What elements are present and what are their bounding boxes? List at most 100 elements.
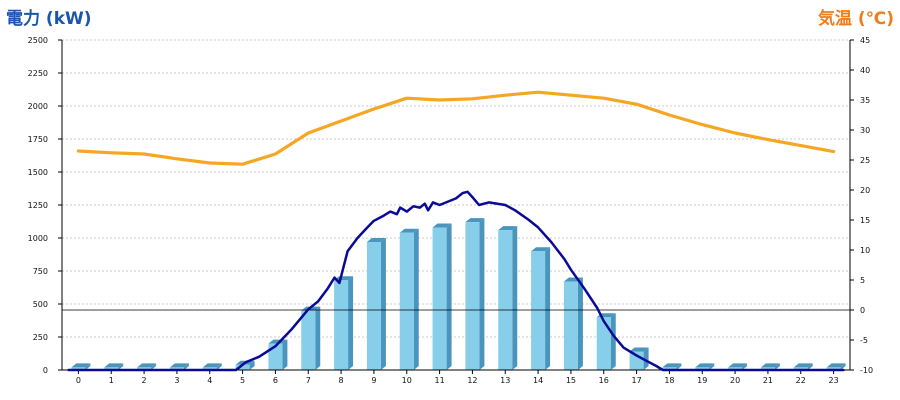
bar-side — [151, 363, 157, 370]
bar-side — [216, 363, 222, 370]
power-bar — [399, 228, 419, 370]
bar-top — [793, 363, 813, 368]
power-bar — [662, 363, 682, 370]
bar-front — [104, 367, 119, 370]
bar-top — [268, 339, 288, 344]
power-bar — [465, 218, 485, 370]
power-bar — [334, 276, 354, 370]
bar-top — [826, 363, 846, 368]
bar-front — [531, 251, 546, 370]
power-bar — [104, 363, 124, 370]
bar-side — [577, 277, 583, 370]
power-bar — [760, 363, 780, 370]
x-tick-label: 12 — [467, 376, 477, 385]
bar-front — [826, 367, 841, 370]
bar-side — [512, 226, 518, 370]
x-tick-label: 11 — [434, 376, 444, 385]
x-axis: 0 1 2 3 4 5 6 7 8 9 10 11 12 13 14 15 16 17 18 19 20 21 22 23 — [76, 370, 839, 385]
bar-side — [85, 363, 91, 370]
bar-side — [709, 363, 715, 370]
x-tick-label: 14 — [533, 376, 543, 385]
bar-front — [268, 343, 283, 370]
right-tick-label: 15 — [860, 216, 870, 225]
bar-top — [169, 363, 189, 368]
x-tick-label: 23 — [828, 376, 838, 385]
bar-side — [183, 363, 189, 370]
x-tick-label: 1 — [109, 376, 114, 385]
bar-side — [282, 339, 288, 370]
bar-front — [465, 222, 480, 370]
bar-side — [380, 237, 386, 370]
right-tick-label: -5 — [860, 336, 868, 345]
power-bar — [137, 363, 157, 370]
bar-front — [760, 367, 775, 370]
right-tick-label: 20 — [860, 186, 870, 195]
left-tick-label: 1750 — [28, 135, 48, 144]
power-bar — [826, 363, 846, 370]
power-bar — [169, 363, 189, 370]
bar-top — [366, 237, 386, 242]
bar-top — [695, 363, 715, 368]
power-bar — [596, 313, 616, 370]
power-bar — [202, 363, 222, 370]
power-bar — [695, 363, 715, 370]
right-axis-title: 気温 (℃) — [817, 9, 894, 29]
x-tick-label: 13 — [500, 376, 510, 385]
power-bar — [301, 306, 321, 370]
right-tick-label: 30 — [860, 126, 870, 135]
bar-top — [399, 228, 419, 233]
power-bar — [629, 347, 649, 370]
power-bar — [71, 363, 91, 370]
bar-side — [610, 313, 616, 370]
bar-side — [446, 223, 452, 370]
bar-top — [629, 347, 649, 352]
left-tick-label: 750 — [33, 267, 48, 276]
left-tick-label: 2000 — [28, 102, 48, 111]
bar-front — [662, 367, 677, 370]
power-bar — [793, 363, 813, 370]
x-tick-label: 15 — [566, 376, 576, 385]
bar-front — [169, 367, 184, 370]
bar-side — [774, 363, 780, 370]
power-bar — [563, 277, 583, 370]
power-bar — [432, 223, 452, 370]
left-tick-label: 1000 — [28, 234, 48, 243]
grid-lines — [62, 39, 850, 338]
x-tick-label: 21 — [763, 376, 773, 385]
left-axis: 0 250 500 750 1000 1250 1500 1750 2000 2250 2500 — [28, 36, 63, 375]
bar-top — [71, 363, 91, 368]
left-tick-label: 250 — [33, 333, 48, 342]
bar-top — [202, 363, 222, 368]
bar-front — [399, 232, 414, 370]
left-axis-title: 電力 (kW) — [6, 9, 92, 29]
x-tick-label: 8 — [339, 376, 344, 385]
x-tick-label: 4 — [207, 376, 212, 385]
bar-top — [760, 363, 780, 368]
x-tick-label: 19 — [697, 376, 707, 385]
power-bars — [71, 218, 846, 370]
bar-front — [695, 367, 710, 370]
power-bar — [498, 226, 518, 370]
bar-side — [348, 276, 354, 370]
left-tick-label: 1500 — [28, 168, 48, 177]
power-line — [67, 190, 845, 372]
bar-side — [545, 247, 551, 370]
bar-front — [498, 230, 513, 370]
bar-front — [596, 317, 611, 370]
power-bar — [268, 339, 288, 370]
bar-side — [840, 363, 846, 370]
power-bar — [728, 363, 748, 370]
bar-side — [807, 363, 813, 370]
x-tick-label: 10 — [402, 376, 412, 385]
bar-top — [465, 218, 485, 223]
left-tick-label: 500 — [33, 300, 48, 309]
x-tick-label: 17 — [631, 376, 641, 385]
right-tick-label: 10 — [860, 246, 870, 255]
bar-top — [432, 223, 452, 228]
left-tick-label: 2500 — [28, 36, 48, 45]
x-tick-label: 18 — [664, 376, 674, 385]
x-tick-label: 6 — [273, 376, 278, 385]
bar-top — [498, 226, 518, 231]
